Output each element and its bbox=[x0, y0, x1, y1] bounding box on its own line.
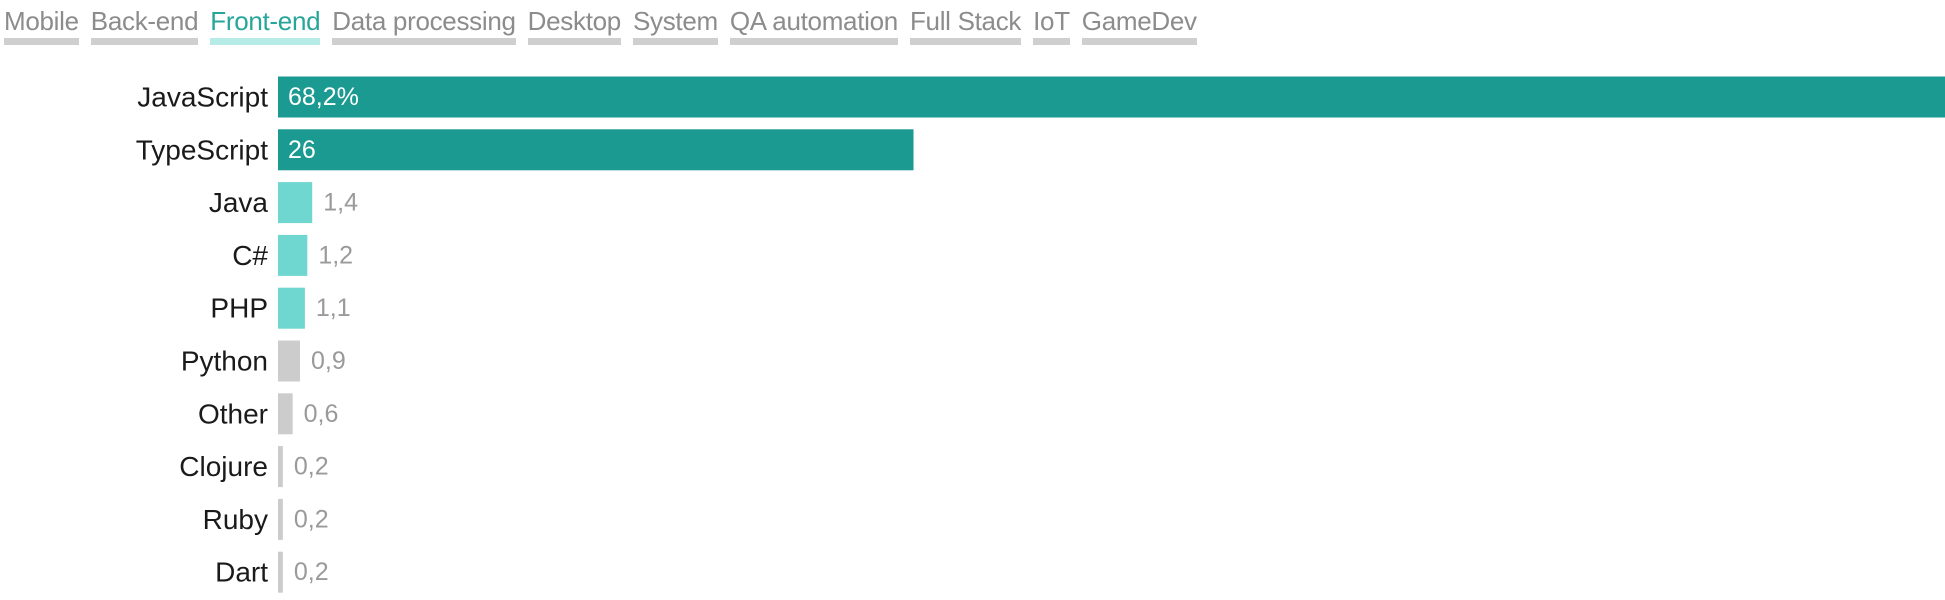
tab-data-processing[interactable]: Data processing bbox=[332, 4, 516, 45]
tab-back-end[interactable]: Back-end bbox=[90, 4, 199, 45]
bar-chart: JavaScript 68,2% TypeScript 26 Java 1,4 C# 1,2 P… bbox=[0, 66, 1945, 600]
tab-mobile[interactable]: Mobile bbox=[4, 4, 79, 45]
bar-java[interactable] bbox=[278, 182, 313, 224]
category-label-typescript: TypeScript bbox=[136, 134, 268, 165]
value-label-other: 0,6 bbox=[304, 400, 339, 428]
bar-other[interactable] bbox=[278, 393, 293, 435]
value-label-javascript: 68,2% bbox=[288, 83, 359, 111]
bar-clojure[interactable] bbox=[278, 446, 283, 488]
bar-typescript[interactable] bbox=[278, 129, 914, 171]
value-label-python: 0,9 bbox=[311, 347, 346, 375]
value-label-dart: 0,2 bbox=[294, 558, 329, 586]
category-label-java: Java bbox=[209, 187, 269, 218]
category-label-javascript: JavaScript bbox=[137, 82, 268, 113]
value-label-csharp: 1,2 bbox=[318, 241, 353, 269]
category-tabs: Mobile Back-end Front-end Data processing De… bbox=[4, 4, 1197, 48]
category-label-ruby: Ruby bbox=[203, 504, 268, 535]
value-label-java: 1,4 bbox=[323, 189, 358, 217]
bar-dart[interactable] bbox=[278, 551, 283, 593]
tab-iot[interactable]: IoT bbox=[1033, 4, 1070, 45]
bar-php[interactable] bbox=[278, 287, 305, 329]
tab-gamedev[interactable]: GameDev bbox=[1081, 4, 1197, 45]
tab-system[interactable]: System bbox=[632, 4, 718, 45]
bar-csharp[interactable] bbox=[278, 234, 308, 276]
bar-ruby[interactable] bbox=[278, 498, 283, 540]
category-label-csharp: C# bbox=[232, 240, 268, 271]
tab-qa-automation[interactable]: QA automation bbox=[729, 4, 898, 45]
bar-chart-svg: JavaScript 68,2% TypeScript 26 Java 1,4 C# 1,2 P… bbox=[136, 76, 1945, 593]
tab-full-stack[interactable]: Full Stack bbox=[909, 4, 1021, 45]
category-label-clojure: Clojure bbox=[179, 451, 268, 482]
tab-front-end[interactable]: Front-end bbox=[210, 4, 321, 45]
category-label-dart: Dart bbox=[215, 557, 268, 588]
category-label-python: Python bbox=[181, 346, 268, 377]
value-label-ruby: 0,2 bbox=[294, 505, 329, 533]
category-label-other: Other bbox=[198, 398, 268, 429]
category-label-php: PHP bbox=[210, 293, 268, 324]
bar-javascript[interactable] bbox=[278, 76, 1945, 118]
value-label-typescript: 26 bbox=[288, 136, 316, 164]
bar-python[interactable] bbox=[278, 340, 300, 382]
value-label-php: 1,1 bbox=[316, 294, 351, 322]
value-label-clojure: 0,2 bbox=[294, 453, 329, 481]
tab-desktop[interactable]: Desktop bbox=[527, 4, 621, 45]
